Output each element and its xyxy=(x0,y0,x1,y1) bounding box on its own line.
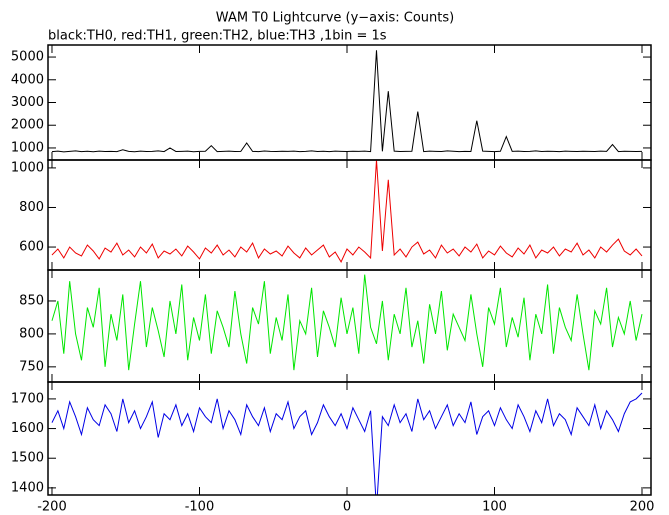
y-tick-label: 1700 xyxy=(11,391,44,406)
panel-frame xyxy=(47,269,652,383)
y-tick-label: 1400 xyxy=(11,480,44,495)
y-tick-label: 5000 xyxy=(11,50,44,65)
y-tick-label: 850 xyxy=(19,293,44,308)
x-tick-label: -100 xyxy=(185,500,215,515)
x-tick-label: -200 xyxy=(37,500,67,515)
y-tick-label: 600 xyxy=(19,240,44,255)
x-tick-label: 100 xyxy=(482,500,507,515)
y-tick-label: 1000 xyxy=(11,160,44,175)
data-line xyxy=(51,392,643,495)
panel-frame xyxy=(47,159,652,271)
chart-title: WAM T0 Lightcurve (y−axis: Counts) xyxy=(216,11,454,26)
y-tick-label: 4000 xyxy=(11,72,44,87)
panel-frame xyxy=(47,381,652,496)
y-tick-label: 750 xyxy=(19,359,44,374)
y-tick-label: 1000 xyxy=(11,140,44,155)
y-tick-label: 1600 xyxy=(11,421,44,436)
y-tick-label: 3000 xyxy=(11,95,44,110)
y-tick-label: 800 xyxy=(19,200,44,215)
y-tick-label: 2000 xyxy=(11,118,44,133)
data-line xyxy=(51,50,643,153)
y-tick-label: 1500 xyxy=(11,451,44,466)
x-tick-label: 200 xyxy=(630,500,655,515)
y-tick-label: 800 xyxy=(19,326,44,341)
data-line xyxy=(51,160,643,263)
panel-frame xyxy=(47,44,652,161)
x-tick-label: 0 xyxy=(343,500,351,515)
data-line xyxy=(51,274,643,371)
chart-subtitle: black:TH0, red:TH1, green:TH2, blue:TH3 … xyxy=(48,29,387,44)
